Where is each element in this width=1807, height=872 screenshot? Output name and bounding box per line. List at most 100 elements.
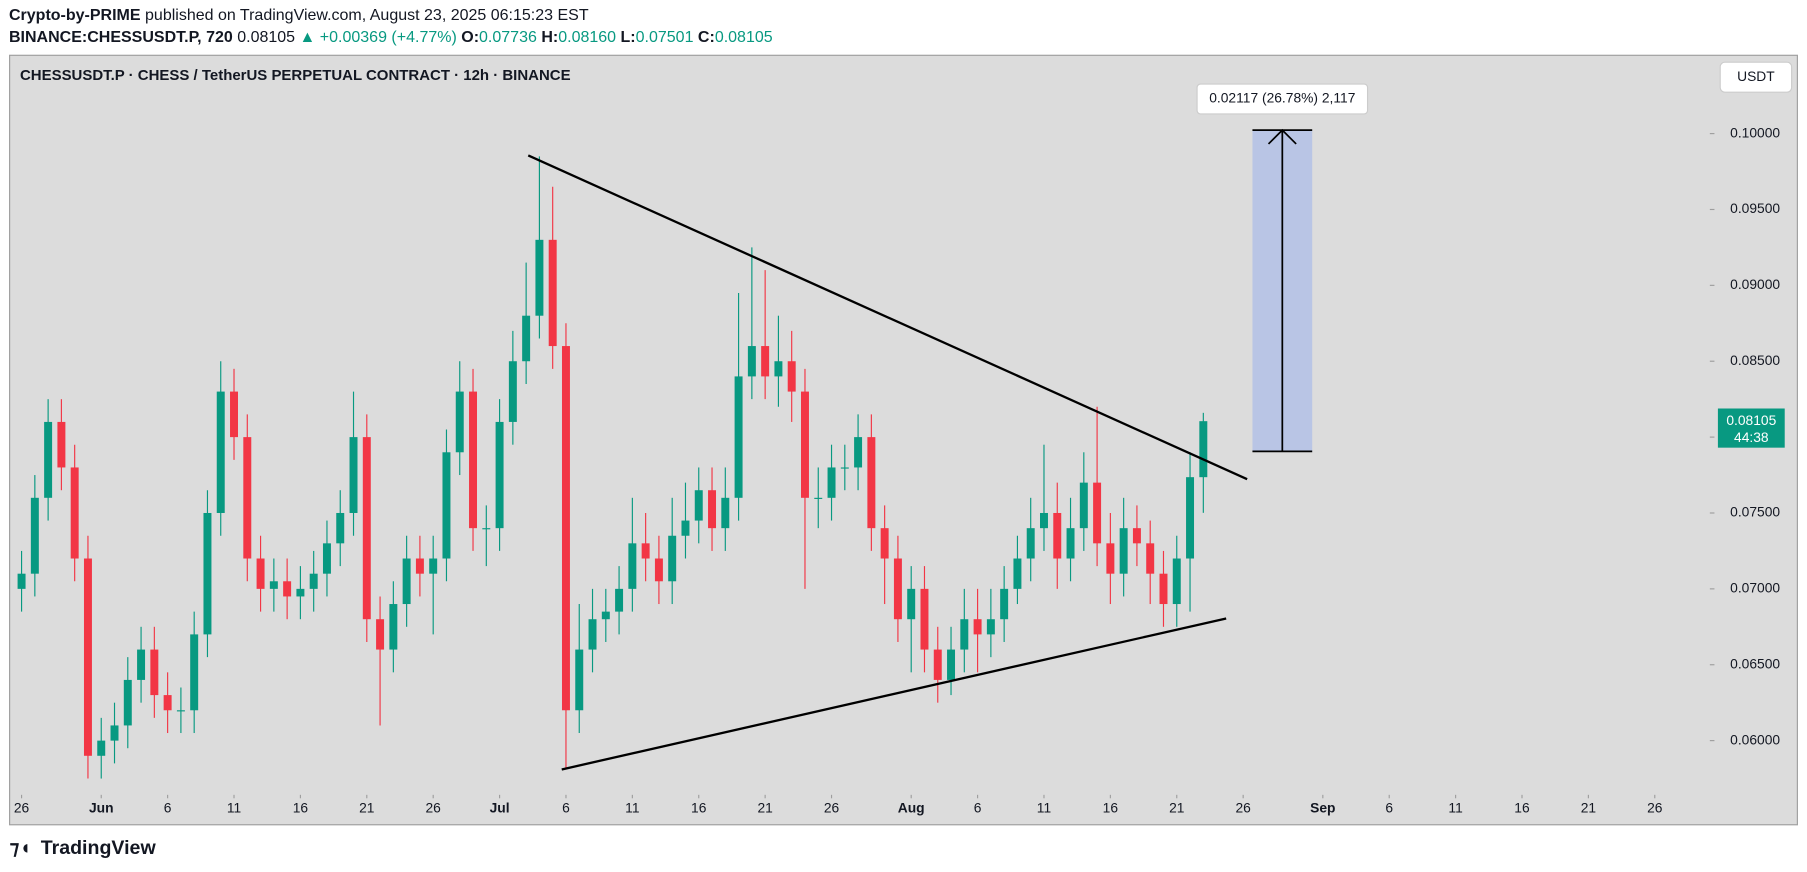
candle-body [296, 588, 305, 597]
candle-body [854, 437, 863, 468]
candle-body [840, 467, 849, 469]
candle-body [1132, 528, 1141, 544]
candle-body [309, 573, 318, 589]
currency: USDT [1737, 68, 1775, 84]
plot-frame [9, 54, 1798, 826]
candle-body [70, 467, 79, 559]
symbol-line: BINANCE:CHESSUSDT.P, 720 0.08105 ▲ +0.00… [9, 29, 773, 47]
measure-label: 0.02117 (26.78%) 2,117 [1209, 90, 1355, 106]
x-tick-label: 21 [1581, 799, 1596, 815]
candle-body [960, 619, 969, 650]
candle-body [1159, 573, 1168, 605]
x-tick-label: 11 [625, 799, 639, 815]
candle-body [1199, 421, 1208, 478]
x-tick-label: 16 [1103, 799, 1119, 815]
candle-body [442, 452, 451, 559]
x-tick-label: 21 [757, 799, 772, 815]
published: published on TradingView.com, August 23,… [145, 7, 589, 24]
x-tick-label: 21 [1169, 799, 1184, 815]
candle-body [721, 497, 730, 529]
candle-body [1039, 512, 1048, 529]
x-tick-label: 6 [974, 799, 982, 815]
header: Crypto-by-PRIME published on TradingView… [0, 0, 1807, 56]
candle-body [1093, 482, 1102, 544]
x-tick-label: Aug [898, 799, 925, 815]
candle-body [907, 588, 916, 620]
measure-label-bg [1196, 83, 1369, 115]
candle-body [57, 421, 66, 468]
candle-body [761, 346, 770, 377]
candle-body [402, 558, 411, 605]
candle-body [1186, 477, 1195, 559]
x-tick-label: 11 [1448, 799, 1462, 815]
y-tick-label: 0.06500 [1730, 655, 1780, 671]
x-tick-label: 11 [1037, 799, 1051, 815]
candle-body [575, 649, 584, 711]
candle-body [508, 361, 517, 422]
o: 0.07736 [479, 29, 537, 46]
candle-body [747, 346, 756, 377]
y-tick-label: 0.07000 [1730, 580, 1780, 596]
candle-body [1079, 482, 1088, 529]
candle-body [774, 361, 783, 377]
c: 0.08105 [714, 29, 773, 46]
candle-body [814, 497, 823, 499]
candle-body [389, 604, 398, 650]
candle-body [110, 725, 119, 741]
x-tick-label: 6 [1385, 799, 1393, 815]
candle-body [628, 543, 637, 589]
candle-body [535, 239, 544, 316]
candle-body [362, 437, 371, 620]
o-label: O: [461, 29, 480, 46]
x-tick-label: 6 [164, 799, 172, 815]
y-tick-label: 0.07500 [1730, 504, 1780, 520]
x-tick-label: 11 [227, 799, 241, 815]
candle-body [482, 528, 491, 530]
candle-body [163, 695, 172, 711]
currency-button[interactable] [1719, 61, 1793, 93]
l-label: L: [620, 29, 636, 46]
candle-body [322, 543, 331, 574]
candle-body [601, 611, 610, 620]
candle-body [1146, 543, 1155, 574]
candle-body [933, 649, 942, 680]
y-tick-label: 0.09500 [1730, 200, 1780, 216]
candle-body [1066, 528, 1075, 559]
candle-body [415, 558, 424, 574]
candle-body [880, 528, 889, 559]
candle-body [615, 588, 624, 612]
c-label: C: [697, 29, 715, 46]
x-tick-label: 16 [1514, 799, 1530, 815]
countdown: 44:38 [1734, 429, 1769, 445]
candle-body [137, 649, 146, 680]
candle-body [30, 497, 39, 574]
last: 0.08105 [237, 29, 296, 46]
h: 0.08160 [558, 29, 617, 46]
chart-title: CHESSUSDT.P · CHESS / TetherUS PERPETUAL… [20, 67, 571, 84]
candle-body [681, 520, 690, 536]
y-tick-label: 0.06000 [1730, 731, 1780, 747]
x-tick-label: 26 [14, 799, 30, 815]
x-tick-label: 26 [1647, 799, 1663, 815]
l: 0.07501 [635, 29, 694, 46]
candle-body [708, 490, 717, 529]
candle-body [893, 558, 902, 620]
candle-body [522, 315, 531, 362]
candle-body [787, 361, 796, 392]
brand: TradingView [41, 837, 157, 859]
candle-body [469, 391, 478, 529]
candle-body [83, 558, 92, 756]
x-tick-label: Jun [89, 799, 114, 815]
candle-body [455, 391, 464, 453]
y-tick-label: 0.10000 [1730, 124, 1780, 140]
x-tick-label: 26 [824, 799, 840, 815]
candle-body [1026, 528, 1035, 559]
x-tick-label: 16 [691, 799, 707, 815]
symbol: BINANCE:CHESSUSDT.P, 720 [9, 29, 233, 46]
x-tick-label: 26 [1235, 799, 1251, 815]
last-price: 0.08105 [1726, 412, 1776, 428]
candle-body [243, 437, 252, 559]
candle-body [376, 619, 385, 650]
